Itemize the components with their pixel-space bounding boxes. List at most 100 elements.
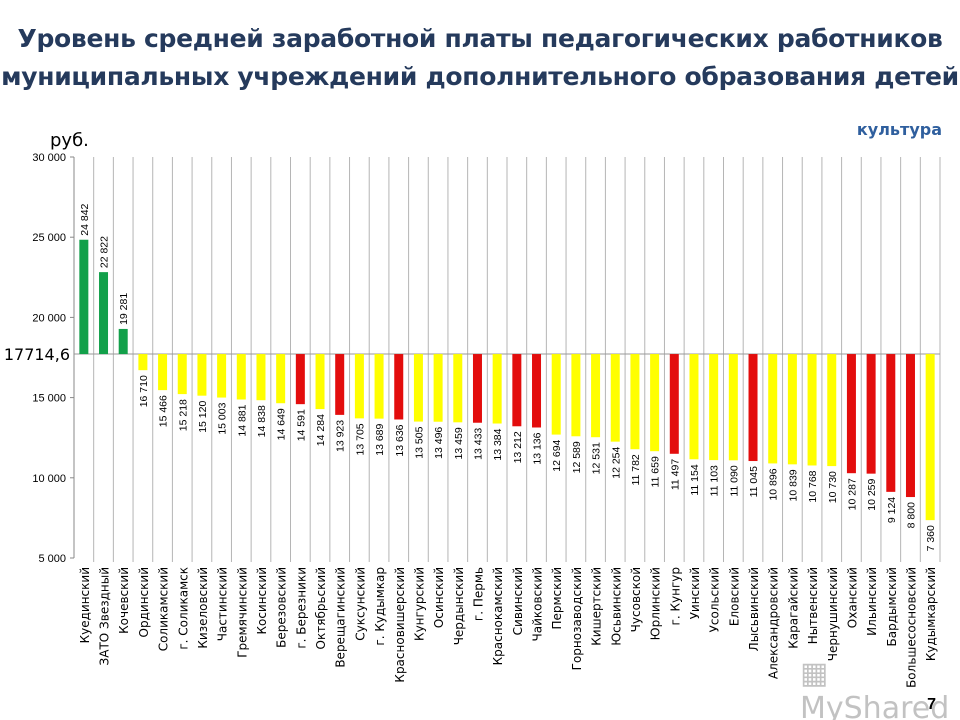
category-label: Кудымкарский (924, 567, 938, 661)
category-label: Суксунский (353, 567, 367, 641)
value-label: 14 284 (315, 414, 327, 446)
value-label: 13 136 (532, 432, 544, 464)
value-label: 10 730 (827, 471, 839, 503)
y-tick-label: 15 000 (32, 393, 66, 405)
value-label: 19 281 (118, 293, 130, 325)
category-label: Ординский (137, 567, 151, 637)
watermark-logo: ▦ MyShared (800, 656, 960, 720)
category-label: Сивинский (511, 567, 525, 635)
category-label: Карагайский (786, 567, 800, 649)
value-label: 8 800 (905, 502, 917, 528)
category-label: Кизеловский (196, 567, 210, 649)
category-label: Чайковский (531, 567, 545, 641)
category-label: Оханский (845, 567, 859, 628)
bar (846, 354, 856, 474)
category-label: Нытвенский (806, 567, 820, 644)
value-label: 11 090 (728, 465, 740, 496)
value-label: 13 923 (335, 420, 347, 452)
bar (866, 354, 876, 474)
bar (905, 354, 915, 498)
bar (374, 354, 384, 419)
category-label: Чусовской (629, 567, 643, 632)
bar (728, 354, 738, 461)
category-label: г. Кудымкар (373, 567, 387, 646)
category-label: Кунгурский (412, 567, 426, 641)
bar (610, 354, 620, 442)
bar (99, 272, 109, 355)
value-label: 10 768 (807, 470, 819, 502)
value-label: 11 497 (669, 459, 681, 490)
category-label: Краснокамский (491, 567, 505, 665)
value-label: 13 459 (453, 427, 465, 459)
category-label: Соликамский (157, 567, 171, 651)
y-tick-label: 5 000 (38, 553, 66, 565)
value-label: 16 710 (138, 375, 150, 407)
value-label: 7 360 (925, 525, 937, 551)
bar (827, 354, 837, 467)
category-label: Октябрьский (314, 567, 328, 649)
category-label: Усольский (708, 567, 722, 632)
bar (472, 354, 482, 423)
bar (315, 354, 325, 410)
value-label: 12 589 (571, 441, 583, 473)
bar (413, 354, 423, 422)
bar (886, 354, 896, 492)
bar (669, 354, 679, 454)
y-tick-label: 20 000 (32, 312, 66, 324)
category-label: Юрлинский (649, 567, 663, 640)
value-label: 13 384 (492, 428, 504, 460)
value-label: 13 212 (512, 431, 524, 463)
value-label: 10 896 (768, 468, 780, 500)
category-label: Кочевский (117, 567, 131, 634)
bar (709, 354, 719, 461)
category-label: г. Березники (294, 567, 308, 649)
value-label: 11 103 (709, 465, 721, 496)
category-label: Лысьвинский (747, 567, 761, 651)
bar (79, 239, 89, 355)
value-label: 24 842 (79, 203, 91, 235)
category-label: Юсьвинский (609, 567, 623, 646)
bar (335, 354, 345, 415)
category-label: Частинский (216, 567, 230, 641)
category-label: Чердынский (452, 567, 466, 645)
category-label: Чернушинский (826, 567, 840, 661)
bar (236, 354, 246, 400)
y-axis-unit: руб. (50, 130, 89, 151)
category-label: Верещагинский (334, 567, 348, 668)
bar (118, 328, 128, 355)
category-label: Большесосновский (904, 567, 918, 688)
value-label: 12 531 (591, 442, 603, 474)
category-label: Косинский (255, 567, 269, 635)
y-tick-label: 30 000 (32, 152, 66, 164)
bar (787, 354, 797, 465)
bar (433, 354, 443, 422)
value-label: 14 838 (256, 405, 268, 437)
value-label: 13 433 (472, 428, 484, 460)
y-tick-label: 10 000 (32, 473, 66, 485)
category-label: Осинский (432, 567, 446, 628)
bar (295, 354, 305, 405)
bar (551, 354, 561, 435)
category-label: г. Пермь (471, 567, 485, 621)
category-label: Горнозаводский (570, 567, 584, 670)
watermark-text: MyShared (800, 691, 950, 720)
value-label: 13 496 (433, 427, 445, 459)
value-label: 13 505 (413, 426, 425, 458)
bar (650, 354, 660, 452)
category-label: Гремячинский (235, 567, 249, 658)
category-label: Еловский (727, 567, 741, 626)
bar (492, 354, 502, 424)
value-label: 11 045 (748, 466, 760, 497)
value-label: 13 705 (354, 423, 366, 455)
bar (138, 354, 148, 371)
value-label: 13 636 (394, 424, 406, 456)
value-label: 11 659 (650, 456, 662, 487)
bar (177, 354, 187, 395)
value-label: 14 881 (236, 404, 248, 436)
category-label: Александровский (767, 567, 781, 679)
value-label: 15 466 (158, 395, 170, 427)
value-label: 22 822 (99, 236, 111, 268)
value-label: 11 154 (689, 464, 701, 495)
